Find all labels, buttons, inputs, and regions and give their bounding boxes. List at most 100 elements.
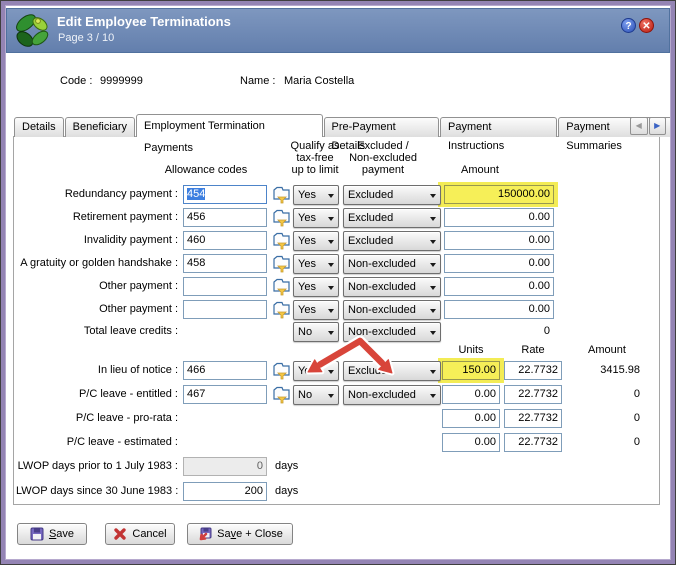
tab-scroll-left-icon[interactable]: ◀: [630, 117, 648, 135]
qualify-header: Qualify as tax-free up to limit: [283, 140, 347, 176]
save-close-button[interactable]: Save + Close: [187, 523, 293, 545]
chevron-down-icon: [328, 263, 334, 267]
row-label: A gratuity or golden handshake :: [20, 257, 178, 269]
row-label: P/C leave - entitled :: [78, 388, 178, 400]
excluded-dropdown[interactable]: Non-excluded: [343, 254, 441, 274]
qualify-header-line3: up to limit: [291, 164, 339, 176]
row-label: Other payment :: [99, 280, 178, 292]
allowance-code-input[interactable]: 467: [183, 385, 267, 404]
cancel-x-icon: [113, 527, 127, 541]
close-icon[interactable]: ✕: [639, 18, 654, 33]
units-input[interactable]: 0.00: [442, 385, 500, 404]
row-label: Other payment :: [99, 303, 178, 315]
row-label: Retirement payment :: [72, 211, 178, 223]
qualify-dropdown[interactable]: Yes: [293, 300, 339, 320]
excluded-dropdown[interactable]: Excluded: [343, 185, 441, 205]
excluded-dropdown[interactable]: Non-excluded: [343, 385, 441, 405]
amount-header-2: Amount: [588, 344, 626, 356]
qualify-dropdown[interactable]: No: [293, 322, 339, 342]
allowance-code-input[interactable]: 456: [183, 208, 267, 227]
tab-employment-termination-payments[interactable]: Employment Termination Payments: [136, 114, 323, 154]
amount-input[interactable]: 150000.00: [444, 185, 554, 204]
allowance-code-input[interactable]: [183, 300, 267, 319]
qualify-dropdown[interactable]: Yes: [293, 277, 339, 297]
units-input[interactable]: 0.00: [442, 409, 500, 428]
cancel-button-label: Cancel: [132, 528, 167, 540]
save-close-icon: [197, 527, 212, 542]
rate-input[interactable]: 22.7732: [504, 433, 562, 452]
tab-payment-instructions[interactable]: Payment Instructions: [439, 117, 558, 152]
excluded-header-line1: Excluded /: [357, 140, 409, 152]
row-label: Total leave credits :: [83, 325, 178, 337]
tab-beneficiary[interactable]: Beneficiary: [64, 117, 136, 137]
lwop-prior-input: 0: [183, 457, 267, 476]
row-label: LWOP days prior to 1 July 1983 :: [17, 460, 178, 472]
qualify-header-line2: tax-free: [296, 152, 334, 164]
excluded-dropdown[interactable]: Non-excluded: [343, 277, 441, 297]
folder-lookup-icon[interactable]: [271, 185, 292, 206]
excluded-dropdown[interactable]: Non-excluded: [343, 322, 441, 342]
allowance-code-input[interactable]: 454: [183, 185, 267, 204]
allowance-code-input[interactable]: 458: [183, 254, 267, 273]
tab-pre-payment-details[interactable]: Pre-Payment Details: [323, 117, 439, 152]
tab-strip: Details Beneficiary Employment Terminati…: [14, 114, 676, 154]
folder-lookup-icon[interactable]: [271, 300, 292, 321]
allowance-code-input[interactable]: [183, 277, 267, 296]
row-label: P/C leave - pro-rata :: [75, 412, 178, 424]
save-button[interactable]: Save: [17, 523, 87, 545]
folder-lookup-icon[interactable]: [271, 254, 292, 275]
chevron-down-icon: [430, 309, 436, 313]
qualify-dropdown[interactable]: Yes: [293, 254, 339, 274]
amount-input[interactable]: 0.00: [444, 300, 554, 319]
window-page-indicator: Page 3 / 10: [58, 32, 115, 44]
qualify-dropdown[interactable]: Yes: [293, 361, 339, 381]
qualify-dropdown[interactable]: Yes: [293, 185, 339, 205]
excluded-dropdown[interactable]: Excluded: [343, 231, 441, 251]
row-lwop-since: LWOP days since 30 June 1983 : 200 days: [0, 482, 676, 502]
row-other-payment-2: Other payment : Yes Non-excluded 0.00: [0, 300, 676, 320]
allowance-code-input[interactable]: 466: [183, 361, 267, 380]
excluded-dropdown[interactable]: Non-excluded: [343, 300, 441, 320]
amount-header: Amount: [461, 164, 499, 176]
rate-input[interactable]: 22.7732: [504, 361, 562, 380]
amount-input[interactable]: 0.00: [444, 277, 554, 296]
rate-input[interactable]: 22.7732: [504, 385, 562, 404]
excluded-dropdown[interactable]: Excluded: [343, 208, 441, 228]
folder-lookup-icon[interactable]: [271, 361, 292, 382]
qualify-dropdown[interactable]: No: [293, 385, 339, 405]
save-close-button-label: Save + Close: [217, 528, 283, 540]
days-suffix: days: [275, 460, 299, 472]
row-other-payment-1: Other payment : Yes Non-excluded 0.00: [0, 277, 676, 297]
folder-lookup-icon[interactable]: [271, 231, 292, 252]
row-label: LWOP days since 30 June 1983 :: [16, 485, 179, 497]
folder-lookup-icon[interactable]: [271, 277, 292, 298]
folder-lookup-icon[interactable]: [271, 208, 292, 229]
save-button-label: Save: [48, 528, 75, 540]
tab-scroll-right-icon[interactable]: ▶: [648, 117, 666, 135]
cancel-button[interactable]: Cancel: [105, 523, 175, 545]
row-total-leave-credits: Total leave credits : No Non-excluded 0: [0, 322, 676, 342]
rate-input[interactable]: 22.7732: [504, 409, 562, 428]
tab-details[interactable]: Details: [14, 117, 64, 137]
chevron-down-icon: [430, 217, 436, 221]
units-header: Units: [458, 344, 484, 356]
amount-input[interactable]: 0.00: [444, 208, 554, 227]
computed-amount-value: 0: [633, 436, 640, 448]
amount-input[interactable]: 0.00: [444, 254, 554, 273]
help-icon[interactable]: ?: [621, 18, 636, 33]
amount-input[interactable]: 0.00: [444, 231, 554, 250]
chevron-down-icon: [430, 263, 436, 267]
excluded-dropdown[interactable]: Excluded: [343, 361, 441, 381]
allowance-code-input[interactable]: 460: [183, 231, 267, 250]
chevron-down-icon: [328, 217, 334, 221]
folder-lookup-icon[interactable]: [271, 385, 292, 406]
chevron-down-icon: [328, 194, 334, 198]
computed-amount-value: 0: [633, 412, 640, 424]
qualify-dropdown[interactable]: Yes: [293, 208, 339, 228]
units-input[interactable]: 150.00: [442, 361, 500, 380]
units-input[interactable]: 0.00: [442, 433, 500, 452]
lwop-since-input[interactable]: 200: [183, 482, 267, 501]
chevron-down-icon: [328, 240, 334, 244]
qualify-dropdown[interactable]: Yes: [293, 231, 339, 251]
chevron-down-icon: [328, 286, 334, 290]
